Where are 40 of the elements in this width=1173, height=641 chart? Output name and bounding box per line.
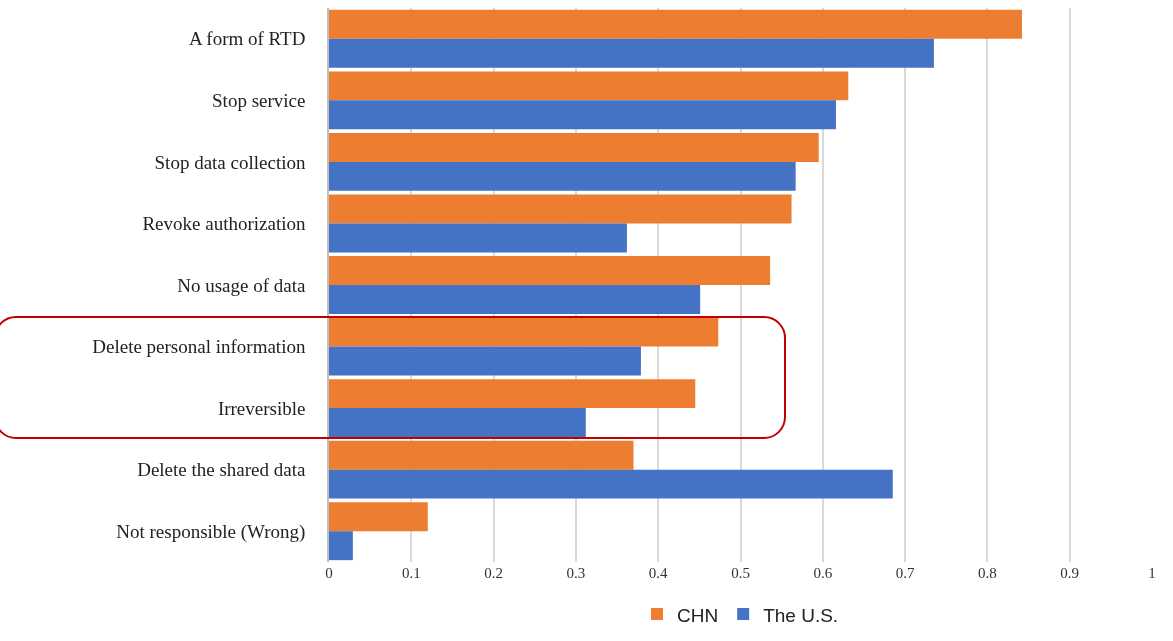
- bar: [329, 9, 1022, 39]
- bar: [329, 161, 796, 191]
- x-tick-label: 0.7: [895, 565, 915, 581]
- bar: [329, 194, 792, 224]
- bar: [329, 285, 701, 314]
- y-tick-label: Revoke authorization: [142, 213, 306, 235]
- x-tick-label: 0.9: [1060, 565, 1080, 581]
- x-tick-label: 0.1: [401, 565, 421, 581]
- bar: [329, 502, 428, 532]
- bar: [329, 317, 719, 347]
- y-tick-label: A form of RTD: [188, 28, 306, 50]
- bar: [329, 346, 641, 376]
- bar: [329, 71, 849, 101]
- y-tick-label: Stop service: [212, 89, 306, 111]
- bar: [329, 223, 627, 253]
- bar: [329, 38, 934, 68]
- x-tick-label: 0.5: [731, 565, 750, 581]
- x-tick-label: 1: [1148, 565, 1156, 581]
- y-tick-label: Delete personal information: [92, 336, 306, 358]
- x-tick-label: 0.8: [978, 565, 997, 581]
- y-tick-label: Not responsible (Wrong): [116, 520, 306, 543]
- bar: [329, 100, 836, 130]
- bar: [329, 531, 353, 561]
- bar: [329, 132, 819, 162]
- y-tick-label: Stop data collection: [154, 151, 306, 173]
- bar: [329, 408, 586, 438]
- x-tick-label: 0.3: [566, 565, 586, 581]
- bar: [329, 379, 696, 409]
- x-tick-label: 0.2: [484, 565, 503, 581]
- legend-label: CHN: [677, 604, 719, 626]
- legend-label: The U.S.: [763, 604, 839, 626]
- bar: [329, 440, 634, 470]
- x-tick-label: 0.6: [813, 565, 833, 581]
- x-tick-label: 0: [325, 565, 333, 581]
- y-tick-label: No usage of data: [177, 274, 306, 296]
- bar: [329, 469, 893, 499]
- y-tick-label: Delete the shared data: [137, 459, 307, 481]
- bar: [329, 256, 771, 285]
- y-tick-label: Irreversible: [217, 397, 306, 419]
- x-tick-label: 0.4: [648, 565, 669, 581]
